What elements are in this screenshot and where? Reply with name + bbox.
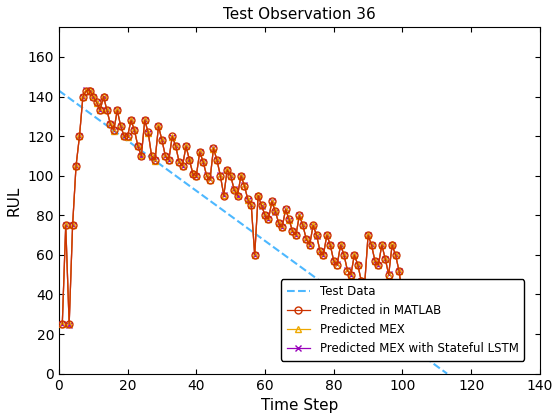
Y-axis label: RUL: RUL [7, 185, 22, 215]
Legend: Test Data, Predicted in MATLAB, Predicted MEX, Predicted MEX with Stateful LSTM: Test Data, Predicted in MATLAB, Predicte… [281, 279, 524, 361]
Title: Test Observation 36: Test Observation 36 [223, 7, 376, 22]
X-axis label: Time Step: Time Step [260, 398, 338, 413]
